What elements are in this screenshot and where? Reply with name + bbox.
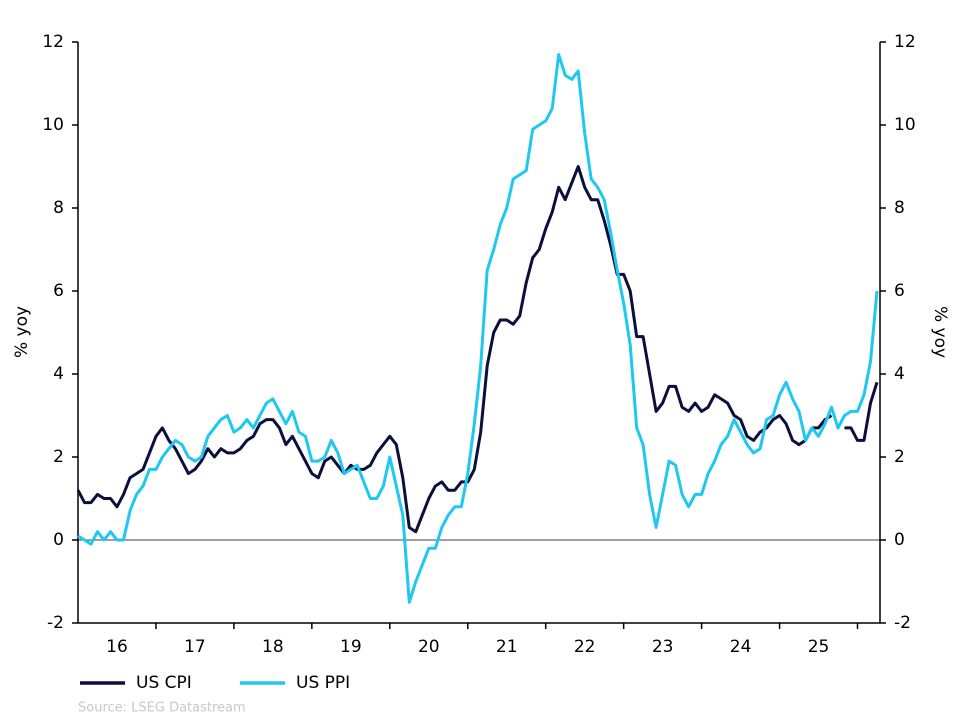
legend-label: US CPI <box>136 673 192 693</box>
y2-tick-label: 10 <box>894 115 916 135</box>
y-tick-label: 2 <box>53 447 64 467</box>
x-tick-label: 24 <box>730 637 752 657</box>
y-axis-label: % yoy <box>12 306 32 358</box>
x-tick-label: 25 <box>808 637 830 657</box>
series-line <box>76 165 879 534</box>
y-tick-label: 4 <box>53 364 64 384</box>
x-tick-label: 22 <box>574 637 596 657</box>
y-tick-label: 6 <box>53 281 64 301</box>
x-tick-label: 23 <box>652 637 674 657</box>
y-tick-label: 12 <box>42 32 64 52</box>
y2-tick-label: 12 <box>894 32 916 52</box>
y2-tick-label: 8 <box>894 198 905 218</box>
x-tick-label: 18 <box>262 637 284 657</box>
y-tick-label: 8 <box>53 198 64 218</box>
x-tick-label: 17 <box>184 637 206 657</box>
y2-axis-label: % yoy <box>930 306 950 358</box>
x-tick-label: 21 <box>496 637 518 657</box>
x-tick-label: 19 <box>340 637 362 657</box>
y2-tick-label: 0 <box>894 530 905 550</box>
x-tick-label: 20 <box>418 637 440 657</box>
y-tick-label: -2 <box>47 613 64 633</box>
series-line <box>77 53 879 604</box>
y-tick-label: 0 <box>53 530 64 550</box>
source-note: Source: LSEG Datastream <box>78 701 246 716</box>
y2-tick-label: 2 <box>894 447 905 467</box>
y2-tick-label: -2 <box>894 613 911 633</box>
y2-tick-label: 6 <box>894 281 905 301</box>
y2-tick-label: 4 <box>894 364 905 384</box>
x-tick-label: 16 <box>106 637 128 657</box>
y-tick-label: 10 <box>42 115 64 135</box>
legend-label: US PPI <box>296 673 350 693</box>
